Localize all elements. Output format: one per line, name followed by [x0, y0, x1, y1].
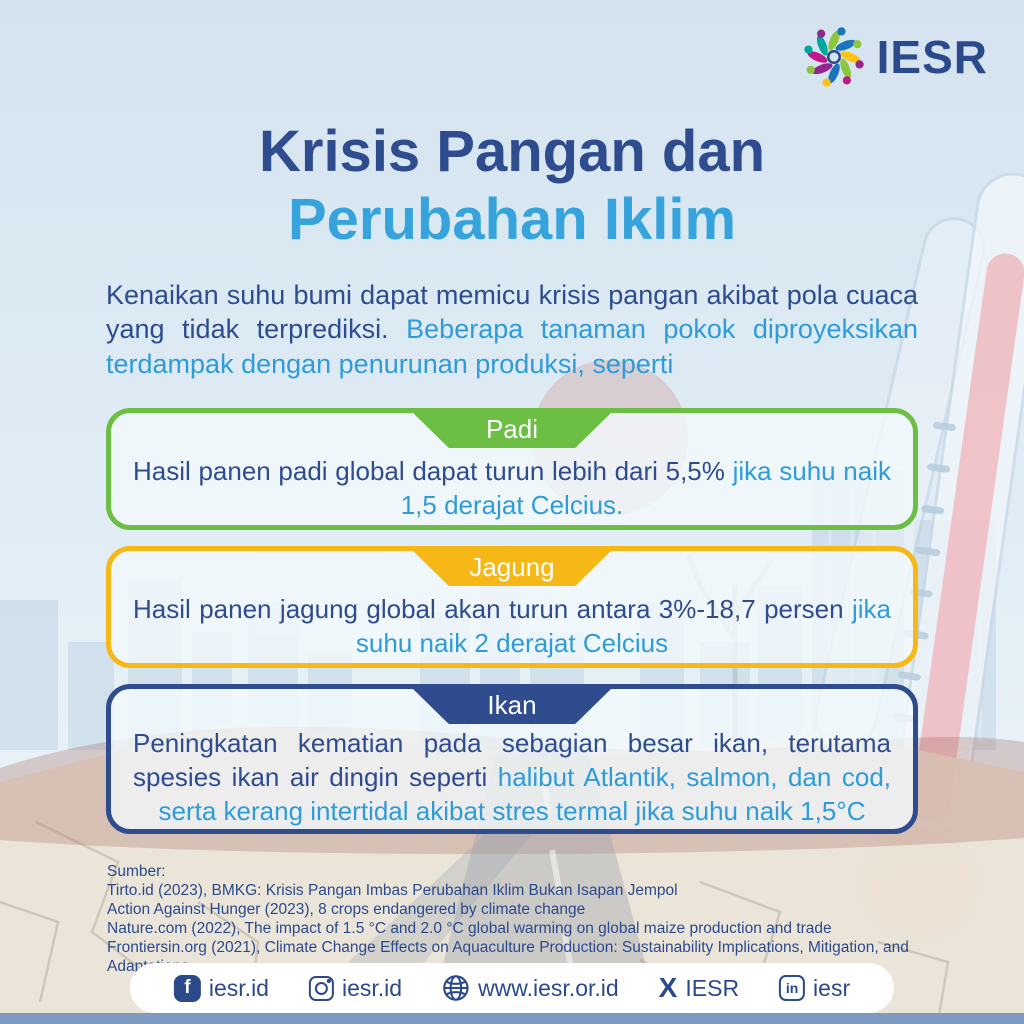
card-ikan-label: Ikan: [487, 689, 537, 720]
card-jagung-tab: Jagung: [410, 548, 614, 586]
website-url: www.iesr.or.id: [478, 974, 619, 1001]
bottom-edge-strip: [0, 1013, 1024, 1024]
sources-heading: Sumber:: [107, 863, 166, 880]
iesr-logo-icon: [803, 27, 864, 87]
footer-item-instagram[interactable]: iesr.id: [308, 974, 403, 1002]
sources: Sumber: Tirto.id (2023), BMKG: Krisis Pa…: [107, 862, 937, 976]
source-item: Tirto.id (2023), BMKG: Krisis Pangan Imb…: [107, 882, 678, 900]
instagram-handle: iesr.id: [341, 974, 403, 1001]
card-padi-text-highlight: jika suhu naik 1,5 derajat Celcius.: [400, 456, 891, 520]
card-jagung: Jagung Hasil panen jagung global akan tu…: [106, 546, 918, 668]
linkedin-handle: iesr: [813, 974, 851, 1001]
card-jagung-text: Hasil panen jagung global akan turun ant…: [133, 593, 891, 661]
card-jagung-label: Jagung: [469, 551, 555, 582]
intro-paragraph: Kenaikan suhu bumi dapat memicu krisis p…: [106, 278, 918, 381]
card-jagung-text-dark: Hasil panen jagung global akan turun ant…: [133, 594, 852, 624]
card-padi-text-dark: Hasil panen padi global dapat turun lebi…: [133, 456, 733, 486]
page-title: Krisis Pangan dan Perubahan Iklim: [0, 118, 1024, 255]
card-jagung-text-highlight: jika suhu naik 2 derajat Celcius: [355, 594, 891, 658]
x-handle: IESR: [685, 974, 740, 1001]
facebook-icon: [173, 974, 201, 1002]
intro-text-dark: Kenaikan suhu bumi dapat memicu krisis p…: [106, 280, 918, 345]
footer-bar: iesr.id iesr.id www.iesr.or.id: [129, 963, 895, 1013]
card-padi-label: Padi: [485, 413, 539, 444]
linkedin-icon: [779, 975, 806, 1001]
globe-icon: [443, 975, 469, 1001]
footer-item-linkedin[interactable]: iesr: [779, 975, 850, 1002]
card-padi-tab: Padi: [410, 410, 614, 448]
card-padi-text: Hasil panen padi global dapat turun lebi…: [133, 455, 891, 523]
footer-item-facebook[interactable]: iesr.id: [173, 974, 269, 1002]
card-padi: Padi Hasil panen padi global dapat turun…: [106, 408, 918, 530]
intro-text-highlight: Beberapa tanaman pokok diproyeksikan ter…: [106, 314, 918, 379]
x-icon: X: [658, 972, 678, 1003]
instagram-icon: [308, 975, 334, 1001]
card-ikan-tab: Ikan: [410, 686, 614, 724]
card-ikan-text-dark: Peningkatan kematian pada sebagian besar…: [133, 728, 891, 792]
card-ikan-text: Peningkatan kematian pada sebagian besar…: [133, 727, 891, 828]
iesr-logo: IESR: [801, 24, 988, 90]
card-ikan-text-highlight: halibut Atlantik, salmon, dan cod, serta…: [158, 761, 892, 826]
title-line-2: Perubahan Iklim: [287, 187, 737, 253]
iesr-logo-text: IESR: [876, 31, 988, 83]
source-item: Action Against Hunger (2023), 8 crops en…: [107, 901, 586, 919]
footer-item-website[interactable]: www.iesr.or.id: [442, 974, 619, 1002]
card-ikan: Ikan Peningkatan kematian pada sebagian …: [106, 684, 918, 834]
source-item: Nature.com (2022), The impact of 1.5 °C …: [107, 920, 832, 938]
title-line-1: Krisis Pangan dan: [258, 119, 766, 184]
facebook-handle: iesr.id: [208, 974, 269, 1001]
footer-item-x[interactable]: X IESR: [659, 974, 739, 1002]
